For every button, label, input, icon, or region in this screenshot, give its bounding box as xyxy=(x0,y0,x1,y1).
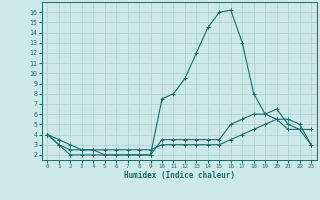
X-axis label: Humidex (Indice chaleur): Humidex (Indice chaleur) xyxy=(124,171,235,180)
